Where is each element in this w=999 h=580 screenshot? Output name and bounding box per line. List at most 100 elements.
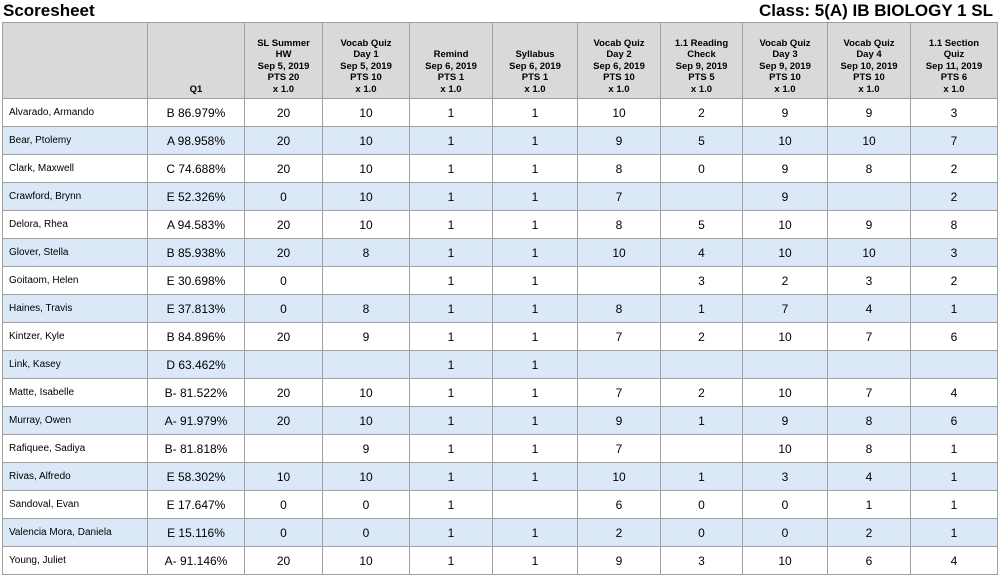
score-cell: 10 xyxy=(827,126,911,155)
student-name: Valencia Mora, Daniela xyxy=(2,518,148,547)
score-cell: 1 xyxy=(492,266,578,295)
score-cell: 9 xyxy=(827,210,911,239)
student-name: Goitaom, Helen xyxy=(2,266,148,295)
score-cell: 0 xyxy=(322,490,410,519)
score-cell: 6 xyxy=(577,490,661,519)
header-row: Q1 SL Summer HW Sep 5, 2019 PTS 20 x 1.0 Vocab… xyxy=(2,22,998,99)
score-cell: 10 xyxy=(827,238,911,267)
score-cell: 1 xyxy=(409,434,493,463)
grade-cell: E 37.813% xyxy=(147,294,245,323)
page-title: Scoresheet xyxy=(3,1,95,20)
score-cell: 0 xyxy=(244,294,323,323)
score-cell: 0 xyxy=(660,490,743,519)
score-cell xyxy=(660,182,743,211)
score-cell: 10 xyxy=(577,98,661,127)
score-cell xyxy=(577,350,661,379)
student-name: Rafiquee, Sadiya xyxy=(2,434,148,463)
header-line: x 1.0 xyxy=(355,83,377,95)
score-cell: 1 xyxy=(409,378,493,407)
score-cell: 1 xyxy=(492,98,578,127)
score-cell: 8 xyxy=(827,154,911,183)
score-cell: 8 xyxy=(322,238,410,267)
score-cell: 1 xyxy=(409,490,493,519)
student-row: Clark, Maxwell C 74.688% 20 10 1 1 8 0 9 8 2 xyxy=(2,154,998,183)
student-row: Link, Kasey D 63.462% 1 1 xyxy=(2,350,998,379)
score-cell: 0 xyxy=(660,518,743,547)
grade-cell: D 63.462% xyxy=(147,350,245,379)
score-cell: 2 xyxy=(660,322,743,351)
score-cell: 0 xyxy=(742,490,828,519)
score-cell: 20 xyxy=(244,378,323,407)
score-cell xyxy=(244,350,323,379)
score-cell: 20 xyxy=(244,210,323,239)
score-cell: 7 xyxy=(742,294,828,323)
score-cell: 1 xyxy=(492,378,578,407)
score-cell xyxy=(244,434,323,463)
grade-cell: A- 91.979% xyxy=(147,406,245,435)
score-cell: 2 xyxy=(827,518,911,547)
score-cell: 1 xyxy=(409,266,493,295)
score-cell: 10 xyxy=(322,378,410,407)
student-row: Delora, Rhea A 94.583% 20 10 1 1 8 5 10 9 8 xyxy=(2,210,998,239)
assignment-header: SL Summer HW Sep 5, 2019 PTS 20 x 1.0 xyxy=(244,22,323,99)
header-line: x 1.0 xyxy=(690,83,713,95)
score-cell: 8 xyxy=(577,294,661,323)
score-cell: 10 xyxy=(742,434,828,463)
header-line: PTS 6 xyxy=(940,72,968,83)
score-cell: 6 xyxy=(910,406,998,435)
score-cell: 20 xyxy=(244,546,323,575)
score-cell: 9 xyxy=(742,182,828,211)
score-cell: 2 xyxy=(910,266,998,295)
score-cell: 6 xyxy=(910,322,998,351)
student-name: Kintzer, Kyle xyxy=(2,322,148,351)
header-line: Sep 11, 2019 xyxy=(925,60,983,72)
student-row: Valencia Mora, Daniela E 15.116% 0 0 1 1 2 0 0 2 1 xyxy=(2,518,998,547)
header-line: PTS 10 xyxy=(853,72,885,83)
score-cell: 1 xyxy=(492,182,578,211)
score-cell: 9 xyxy=(742,98,828,127)
score-cell: 0 xyxy=(742,518,828,547)
score-cell: 1 xyxy=(409,406,493,435)
score-cell: 8 xyxy=(322,294,410,323)
score-cell: 3 xyxy=(910,98,998,127)
score-cell: 4 xyxy=(660,238,743,267)
score-cell: 10 xyxy=(322,182,410,211)
score-cell: 7 xyxy=(910,126,998,155)
student-row: Rafiquee, Sadiya B- 81.818% 9 1 1 7 10 8 1 xyxy=(2,434,998,463)
score-cell: 1 xyxy=(910,434,998,463)
score-cell: 1 xyxy=(409,322,493,351)
score-cell xyxy=(492,490,578,519)
score-cell: 4 xyxy=(827,462,911,491)
score-cell: 8 xyxy=(577,154,661,183)
student-row: Young, Juliet A- 91.146% 20 10 1 1 9 3 10 6 4 xyxy=(2,546,998,575)
student-row: Bear, Ptolemy A 98.958% 20 10 1 1 9 5 10 10 7 xyxy=(2,126,998,155)
score-cell: 9 xyxy=(827,98,911,127)
score-cell xyxy=(577,266,661,295)
score-cell: 1 xyxy=(409,294,493,323)
score-cell: 1 xyxy=(492,350,578,379)
score-cell: 10 xyxy=(322,126,410,155)
grade-cell: B 86.979% xyxy=(147,98,245,127)
score-cell: 1 xyxy=(409,98,493,127)
score-cell xyxy=(322,266,410,295)
score-cell: 4 xyxy=(827,294,911,323)
header-line: Sep 6, 2019 xyxy=(593,60,645,72)
score-cell: 1 xyxy=(409,518,493,547)
score-cell: 1 xyxy=(409,462,493,491)
header-line: Day 3 xyxy=(772,49,798,60)
score-cell: 8 xyxy=(827,434,911,463)
score-cell xyxy=(322,350,410,379)
score-cell xyxy=(910,350,998,379)
score-cell: 10 xyxy=(742,322,828,351)
student-row: Alvarado, Armando B 86.979% 20 10 1 1 10 2 9 9 3 xyxy=(2,98,998,127)
class-label: Class: 5(A) IB BIOLOGY 1 SL xyxy=(759,1,993,20)
header-line: Sep 5, 2019 xyxy=(340,60,392,72)
score-cell: 1 xyxy=(910,462,998,491)
header-line: x 1.0 xyxy=(272,83,295,95)
score-cell: 10 xyxy=(322,98,410,127)
score-cell: 1 xyxy=(492,518,578,547)
